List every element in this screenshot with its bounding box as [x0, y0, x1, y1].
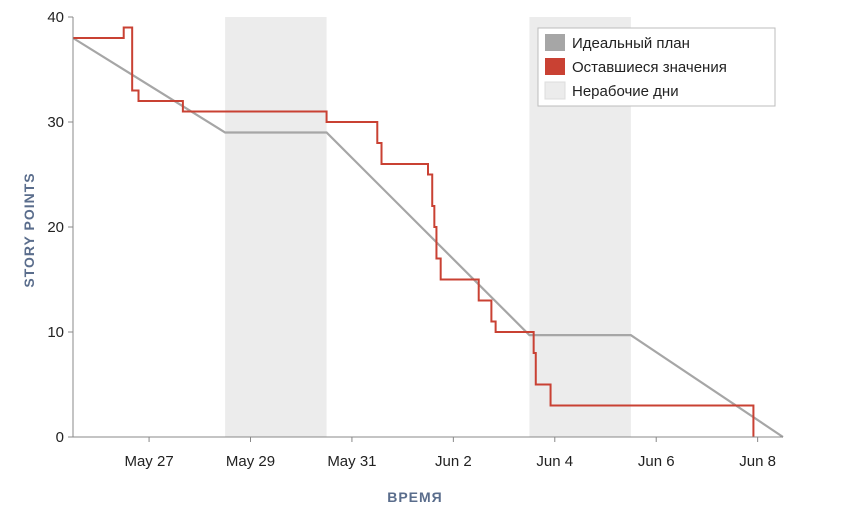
x-axis-title: ВРЕМЯ [387, 489, 443, 505]
x-tick-label: Jun 6 [638, 453, 675, 470]
series-layer [72, 26, 784, 438]
x-tick-label: May 29 [226, 453, 275, 470]
remaining-values-line [73, 26, 755, 437]
y-axis-title: STORY POINTS [21, 172, 37, 287]
y-ticks: 0 10 20 30 40 [47, 9, 73, 446]
y-tick-label: 0 [56, 429, 64, 446]
x-tick-label: May 31 [327, 453, 376, 470]
x-tick-label: Jun 2 [435, 453, 472, 470]
x-tick-label: Jun 8 [739, 453, 776, 470]
legend-ideal-plan-swatch [545, 34, 565, 51]
legend-non-working-days-swatch [544, 81, 566, 100]
non-working-band-1 [225, 17, 327, 437]
x-tick-label: May 27 [124, 453, 173, 470]
legend-remaining-values-swatch [545, 58, 565, 75]
y-tick-label: 20 [47, 219, 64, 236]
legend: Идеальный план Оставшиеся значения Нерабоч… [537, 27, 776, 107]
y-tick-label: 40 [47, 9, 64, 26]
legend-box [537, 27, 776, 107]
legend-non-working-days-label: Нерабочие дни [572, 83, 679, 100]
x-ticks: May 27 May 29 May 31 Jun 2 Jun 4 Jun 6 Jun 8 [124, 437, 776, 470]
y-tick-label: 10 [47, 324, 64, 341]
legend-ideal-plan-label: Идеальный план [572, 35, 690, 52]
ideal-plan-line [72, 37, 784, 438]
x-tick-label: Jun 4 [536, 453, 573, 470]
y-tick-label: 30 [47, 114, 64, 131]
legend-remaining-values-label: Оставшиеся значения [572, 59, 727, 76]
